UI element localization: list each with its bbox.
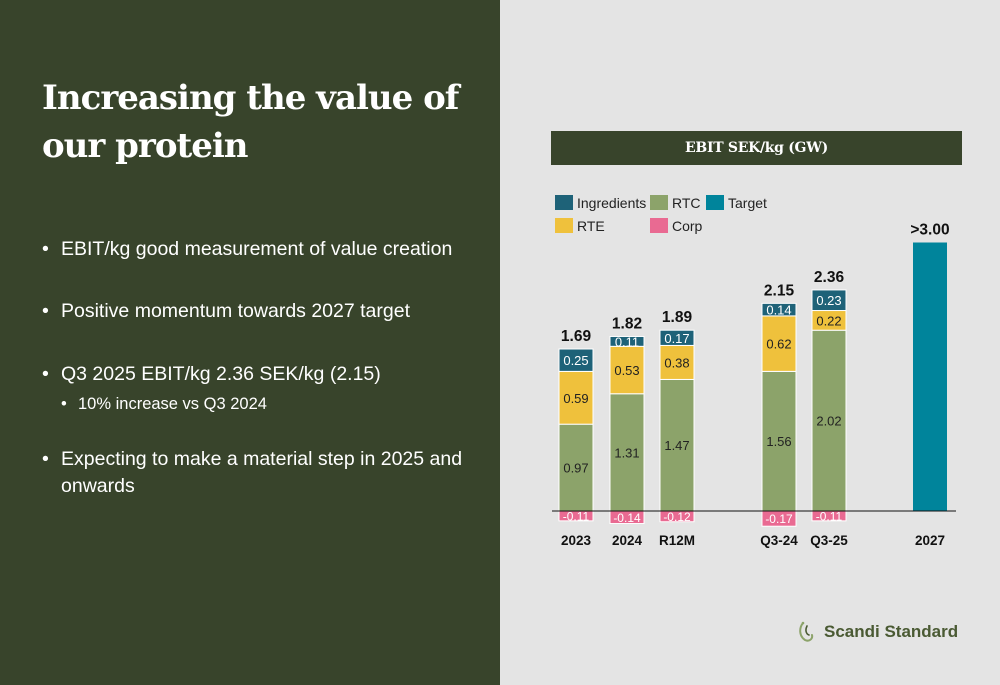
- bar-label-rtc: 1.47: [664, 438, 689, 453]
- bar-label-ingredients: 0.11: [615, 334, 639, 349]
- bar-label-rte: 0.62: [766, 337, 791, 352]
- bar-ingredients: [761, 302, 797, 317]
- legend-label-corp: Corp: [672, 218, 703, 234]
- bar-ingredients: [811, 289, 847, 312]
- title-line-1: Increasing the value of: [42, 78, 459, 118]
- bar-ingredients: [558, 348, 594, 372]
- bar-label-ingredients: 0.17: [664, 331, 689, 346]
- legend-swatch-target: [706, 195, 724, 210]
- left-panel: Increasing the value of our protein EBIT…: [0, 0, 500, 685]
- bar-total: 2.36: [814, 269, 845, 286]
- bar-label-rte: 0.38: [664, 355, 689, 370]
- bar-label-rtc: 2.02: [816, 414, 841, 429]
- bar-label-corp: -0.14: [613, 511, 641, 525]
- bar-label-rte: 0.59: [563, 391, 588, 406]
- sub-bullet-item: 10% increase vs Q3 2024: [42, 392, 482, 416]
- chart-header: EBIT SEK/kg (GW): [551, 131, 962, 165]
- bar-total: 2.15: [764, 282, 795, 299]
- bar-label-rtc: 1.56: [766, 434, 791, 449]
- bar-total: 1.82: [612, 315, 642, 332]
- bar-total: 1.69: [561, 328, 592, 345]
- bar-label-corp: -0.11: [816, 509, 843, 523]
- bar-label-ingredients: 0.25: [563, 353, 588, 368]
- bullet-group: Q3 2025 EBIT/kg 2.36 SEK/kg (2.15) 10% i…: [42, 361, 482, 416]
- bar-label-corp: -0.12: [663, 510, 691, 524]
- legend-swatch-corp: [650, 218, 668, 233]
- x-tick-label: 2023: [561, 533, 592, 548]
- bar-ingredients: [609, 335, 645, 347]
- legend-label-ingredients: Ingredients: [577, 195, 646, 211]
- bullet-item: Expecting to make a material step in 202…: [42, 446, 482, 500]
- bar-rtc: [659, 378, 695, 512]
- bar-label-rte: 0.22: [816, 313, 841, 328]
- legend-swatch-rtc: [650, 195, 668, 210]
- bar-rtc: [811, 329, 847, 512]
- bullet-item: Q3 2025 EBIT/kg 2.36 SEK/kg (2.15): [42, 361, 482, 388]
- slide-title: Increasing the value of our protein: [42, 74, 459, 170]
- bar-rtc: [558, 423, 594, 512]
- bar-label-rtc: 1.31: [614, 445, 639, 460]
- legend-label-rtc: RTC: [672, 195, 701, 211]
- bar-target: [913, 242, 947, 511]
- bullet-item: Positive momentum towards 2027 target: [42, 298, 482, 325]
- x-tick-label: R12M: [659, 533, 695, 548]
- company-logo: Scandi Standard: [796, 618, 958, 646]
- bar-label-rtc: 0.97: [563, 461, 588, 476]
- bullet-list: EBIT/kg good measurement of value creati…: [42, 236, 482, 500]
- bar-label-ingredients: 0.14: [766, 303, 791, 318]
- bar-label-corp: -0.17: [765, 512, 793, 526]
- bar-rte: [761, 315, 797, 372]
- x-tick-label: Q3-25: [810, 533, 848, 548]
- bullet-item: EBIT/kg good measurement of value creati…: [42, 236, 482, 263]
- bar-total: >3.00: [910, 222, 949, 239]
- title-line-2: our protein: [42, 126, 248, 166]
- legend-label-target: Target: [728, 195, 767, 211]
- x-tick-label: 2027: [915, 533, 945, 548]
- x-tick-label: 2024: [612, 533, 643, 548]
- legend-swatch-ingredients: [555, 195, 573, 210]
- bar-label-rte: 0.53: [614, 363, 639, 378]
- bar-rte: [609, 345, 645, 395]
- x-tick-label: Q3-24: [760, 533, 798, 548]
- logo-bird-icon: [799, 621, 814, 642]
- bar-total: 1.89: [662, 309, 693, 326]
- bar-label-corp: -0.11: [563, 509, 590, 523]
- bar-ingredients: [659, 329, 695, 346]
- legend-label-rte: RTE: [577, 218, 605, 234]
- logo-text: Scandi Standard: [824, 622, 959, 641]
- bar-label-ingredients: 0.23: [816, 293, 841, 308]
- legend-swatch-rte: [555, 218, 573, 233]
